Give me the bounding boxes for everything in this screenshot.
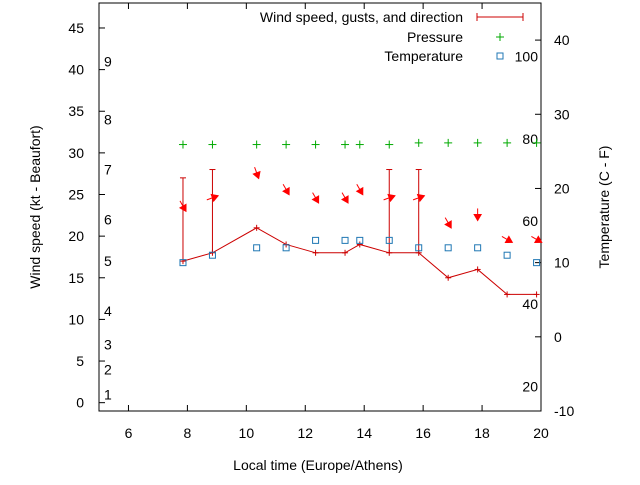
wind-direction-arrowhead (210, 193, 220, 203)
y-tick-label: 10 (68, 311, 84, 327)
beaufort-label: 3 (104, 336, 112, 352)
temperature-point (385, 236, 393, 244)
wind-direction-arrowhead (355, 186, 364, 196)
y-tick-label: 30 (68, 145, 84, 161)
y-axis-ticks: 0 5 10 15 20 25 30 35 40 45 (68, 20, 105, 411)
y-axis-label: Wind speed (kt - Beaufort) (27, 125, 43, 288)
legend-wind-label: Wind speed, gusts, and direction (260, 9, 463, 25)
temperature-point (474, 244, 482, 252)
x-tick-label: 18 (474, 425, 490, 441)
x-tick-label: 16 (415, 425, 431, 441)
fahrenheit-labels: 20 40 60 80 100 (515, 48, 539, 394)
wind-direction-arrowhead (444, 220, 452, 229)
y2-axis-label: Temperature (C - F) (596, 146, 612, 269)
temperature-point (415, 244, 423, 252)
beaufort-label: 6 (104, 211, 112, 227)
wind-direction-arrowhead (387, 193, 396, 203)
y-tick-label: 0 (76, 395, 84, 411)
temperature-point (208, 251, 216, 259)
temperature-point (503, 251, 511, 259)
temperature-point (253, 244, 261, 252)
legend-pressure-marker (496, 33, 504, 41)
x-tick-label: 10 (239, 425, 255, 441)
x-tick-label: 14 (356, 425, 372, 441)
y2-tick-label: 40 (554, 32, 570, 48)
temperature-point (282, 244, 290, 252)
fahrenheit-label: 40 (522, 296, 538, 312)
y2-axis-ticks: -10 0 10 20 30 40 (535, 32, 574, 419)
wind-direction-arrowhead (178, 203, 187, 213)
legend: Wind speed, gusts, and direction Pressur… (260, 9, 524, 64)
y-tick-label: 35 (68, 103, 84, 119)
x-tick-label: 6 (125, 425, 133, 441)
temperature-point (312, 236, 320, 244)
x-tick-label: 20 (533, 425, 549, 441)
y-tick-label: 40 (68, 62, 84, 78)
legend-temperature-marker (496, 52, 504, 60)
legend-temperature-label: Temperature (384, 48, 463, 64)
wind-direction-arrowhead (416, 193, 426, 203)
fahrenheit-label: 60 (522, 213, 538, 229)
beaufort-labels: 1 2 3 4 5 6 7 8 9 (104, 53, 112, 402)
fahrenheit-label: 20 (522, 379, 538, 395)
wind-direction-arrowhead (504, 235, 514, 243)
temperature-point (533, 259, 541, 267)
y-tick-label: 20 (68, 228, 84, 244)
temperature-point (341, 236, 349, 244)
beaufort-label: 7 (104, 162, 112, 178)
wind-direction-arrowhead (311, 195, 320, 204)
x-tick-label: 12 (297, 425, 313, 441)
temperature-point (179, 259, 187, 267)
fahrenheit-label: 100 (515, 48, 539, 64)
y2-tick-label: 30 (554, 106, 570, 122)
y2-tick-label: 20 (554, 180, 570, 196)
beaufort-label: 1 (104, 386, 112, 402)
beaufort-label: 5 (104, 253, 112, 269)
y-tick-label: 5 (76, 353, 84, 369)
wind-direction-arrowhead (473, 213, 483, 222)
x-axis-label: Local time (Europe/Athens) (233, 457, 403, 473)
x-axis-ticks: 6 8 10 12 14 16 18 20 (125, 3, 549, 441)
wind-direction-arrowhead (282, 186, 290, 196)
wind-direction-arrowhead (252, 170, 261, 180)
y2-tick-label: 10 (554, 255, 570, 271)
beaufort-label: 8 (104, 112, 112, 128)
y-tick-label: 25 (68, 187, 84, 203)
y-tick-label: 45 (68, 20, 84, 36)
y2-tick-label: -10 (554, 403, 574, 419)
wind-direction-arrowhead (533, 235, 543, 243)
y2-tick-label: 0 (554, 329, 562, 345)
fahrenheit-label: 80 (522, 131, 538, 147)
beaufort-label: 2 (104, 361, 112, 377)
series-layer (178, 138, 543, 298)
x-tick-label: 8 (184, 425, 192, 441)
temperature-point (356, 236, 364, 244)
y-tick-label: 15 (68, 270, 84, 286)
legend-pressure-label: Pressure (407, 29, 463, 45)
beaufort-label: 9 (104, 53, 112, 69)
temperature-point (444, 244, 452, 252)
beaufort-label: 4 (104, 303, 112, 319)
plot-frame (98, 2, 542, 412)
wind-direction-arrowhead (341, 195, 349, 204)
